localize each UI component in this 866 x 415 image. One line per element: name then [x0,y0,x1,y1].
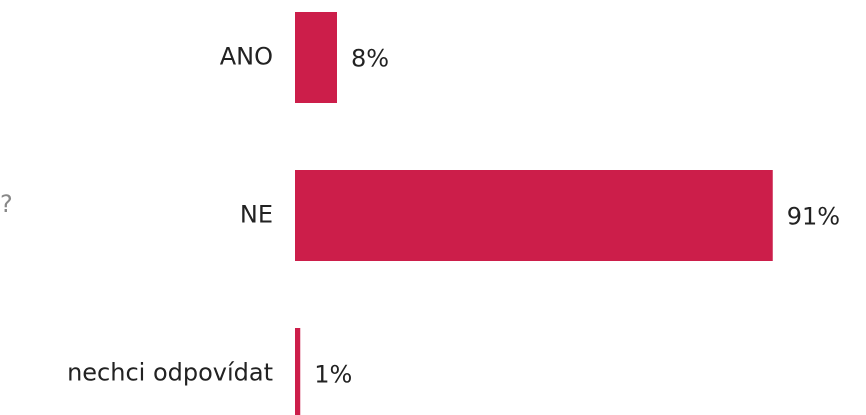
category-label: ANO [220,43,273,71]
bar [295,328,301,415]
value-label: 1% [314,361,352,389]
value-label: 8% [351,45,389,73]
category-label: nechci odpovídat [67,359,273,387]
annotation: ? [0,190,13,218]
bar [295,170,773,261]
bar [295,12,337,103]
value-label: 91% [787,203,840,231]
category-label: NE [240,201,273,229]
